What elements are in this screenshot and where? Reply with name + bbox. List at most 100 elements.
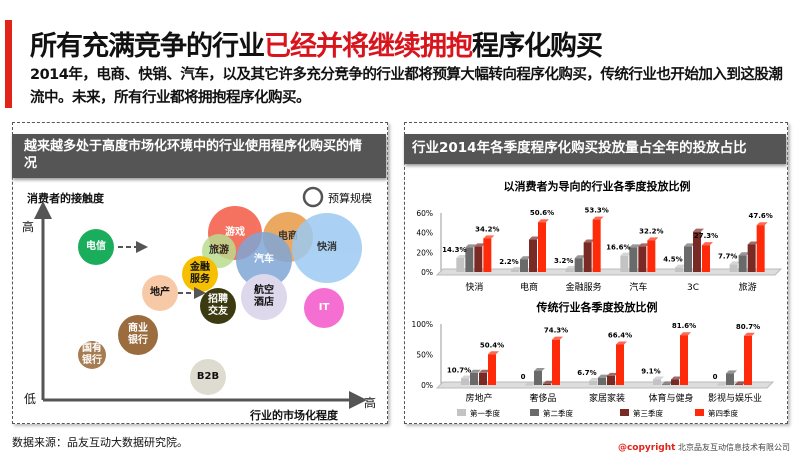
legend-swatch — [620, 409, 629, 416]
legend-swatch — [457, 409, 466, 416]
bar-1-0-q1 — [461, 378, 469, 385]
y-tick-label: 100% — [412, 320, 433, 329]
bubble-label: 游戏 — [225, 227, 245, 238]
y-high-label: 高 — [22, 220, 35, 234]
bar-top — [589, 377, 600, 381]
y-tick-label: 20% — [416, 248, 433, 257]
bar-top — [638, 243, 650, 247]
bubble-label: 电信 — [86, 241, 106, 252]
copyright-mark: @copyright — [617, 443, 676, 453]
bar-top — [653, 376, 664, 380]
bar-top — [744, 332, 755, 336]
bar-0-0-q3 — [474, 246, 483, 272]
data-label-q1: 7.7% — [718, 252, 737, 260]
right-panel — [404, 122, 788, 424]
bar-top — [534, 367, 545, 371]
bar-0-2-q3 — [583, 242, 592, 272]
bar-1-1-q2 — [534, 370, 542, 385]
category-label: 体育与健身 — [648, 392, 693, 404]
data-label-q1: 16.6% — [606, 244, 630, 252]
bubble-2: 快消 — [292, 213, 362, 283]
bubble-label: 商业银行 — [128, 323, 148, 346]
legend-swatch — [530, 409, 539, 416]
bar-top — [702, 242, 713, 246]
bar-top — [607, 372, 618, 376]
bar-top — [735, 381, 746, 385]
x-high-label: 高 — [364, 396, 377, 410]
bar-0-5-q4 — [756, 225, 765, 272]
category-label: 电商 — [520, 281, 538, 293]
data-label-q1: 0 — [713, 373, 718, 381]
bar-0-5-q3 — [747, 244, 756, 272]
accent-bar — [5, 20, 12, 108]
bar-0-2-q1 — [565, 268, 574, 272]
bar-1-4-q4 — [744, 335, 752, 385]
bar-charts: 以消费者为导向的行业各季度投放比例 0% 20% 40% 60% 14.3% 34.2% 快消… — [412, 179, 783, 418]
bar-0-1-q4 — [538, 222, 546, 272]
bar-1-2-q2 — [598, 377, 606, 385]
bar-0-3-q3 — [638, 246, 647, 272]
bar-0-3-q1 — [620, 255, 629, 272]
bar-0-1-q2 — [520, 259, 528, 272]
right-panel-title: 行业2014年各季度程序化购买投放量占全年的投放占比 — [404, 134, 786, 164]
category-label: 汽车 — [629, 281, 647, 293]
bar-1-0-q4 — [488, 354, 496, 385]
bubble-13: B2B — [190, 359, 226, 395]
bar-top — [756, 222, 768, 226]
bar-0-3-q2 — [629, 247, 638, 272]
category-label: 3C — [687, 283, 699, 293]
bubble-11: 商业银行 — [118, 315, 158, 355]
data-label-q1: 6.7% — [577, 369, 596, 377]
bar-0-0-q4 — [483, 238, 492, 272]
bar-top — [738, 252, 750, 256]
bar-0-5-q1 — [729, 264, 738, 272]
bubble-8: 招聘交友 — [200, 288, 236, 324]
bar-top — [474, 243, 486, 247]
data-label-q4: 74.3% — [544, 327, 568, 335]
bar-top — [747, 241, 759, 245]
bubble-label: 地产 — [150, 287, 170, 298]
data-label-q4: 27.3% — [694, 232, 718, 240]
bar-1-0-q2 — [470, 372, 478, 385]
data-label-q1: 4.5% — [663, 256, 682, 264]
bar-1-2-q3 — [607, 375, 615, 385]
title-highlight: 已经并将继续拥抱 — [264, 31, 473, 62]
bar-top — [662, 381, 673, 385]
data-label-q4: 50.6% — [530, 209, 554, 217]
bar-1-3-q1 — [653, 379, 661, 385]
bubble-5: 金融服务 — [182, 256, 218, 292]
bubble-label: 国有银行 — [82, 343, 102, 366]
bubble-label: 航空酒店 — [254, 285, 274, 308]
bar-top — [520, 256, 531, 260]
bar-top — [465, 244, 477, 248]
bar-top — [616, 341, 627, 345]
bubble-label: 快消 — [317, 242, 337, 253]
bubble-label: B2B — [196, 371, 220, 382]
bar-top — [529, 236, 540, 240]
bar-0-0-q2 — [465, 247, 474, 272]
data-label-q4: 50.4% — [480, 341, 504, 349]
bar-0-2-q4 — [592, 219, 601, 272]
y-tick-label: 0% — [421, 268, 433, 277]
bar-1-0-q3 — [479, 372, 487, 385]
bar-0-4-q3 — [693, 231, 701, 272]
legend-swatch — [695, 409, 704, 416]
bar-1-4-q1 — [717, 385, 725, 386]
y-tick-label: 0% — [421, 381, 433, 390]
bar-top — [675, 264, 686, 268]
bar-top — [629, 244, 641, 248]
data-source: 数据来源：品友互动大数据研究院。 — [12, 436, 188, 449]
bar-top — [543, 380, 554, 384]
bar-top — [620, 252, 632, 256]
bar-1-3-q3 — [671, 379, 679, 385]
title-part: 所有充满竞争的行业 — [30, 31, 265, 62]
bar-0-4-q2 — [684, 246, 692, 272]
bar-1-1-q3 — [543, 383, 551, 385]
chart-title: 传统行业各季度投放比例 — [536, 300, 658, 314]
data-label-q1: 14.3% — [442, 246, 466, 254]
legend-label: 第二季度 — [543, 408, 573, 418]
page-title: 所有充满竞争的行业已经并将继续拥抱程序化购买 — [30, 24, 603, 63]
bar-0-2-q2 — [574, 258, 583, 272]
